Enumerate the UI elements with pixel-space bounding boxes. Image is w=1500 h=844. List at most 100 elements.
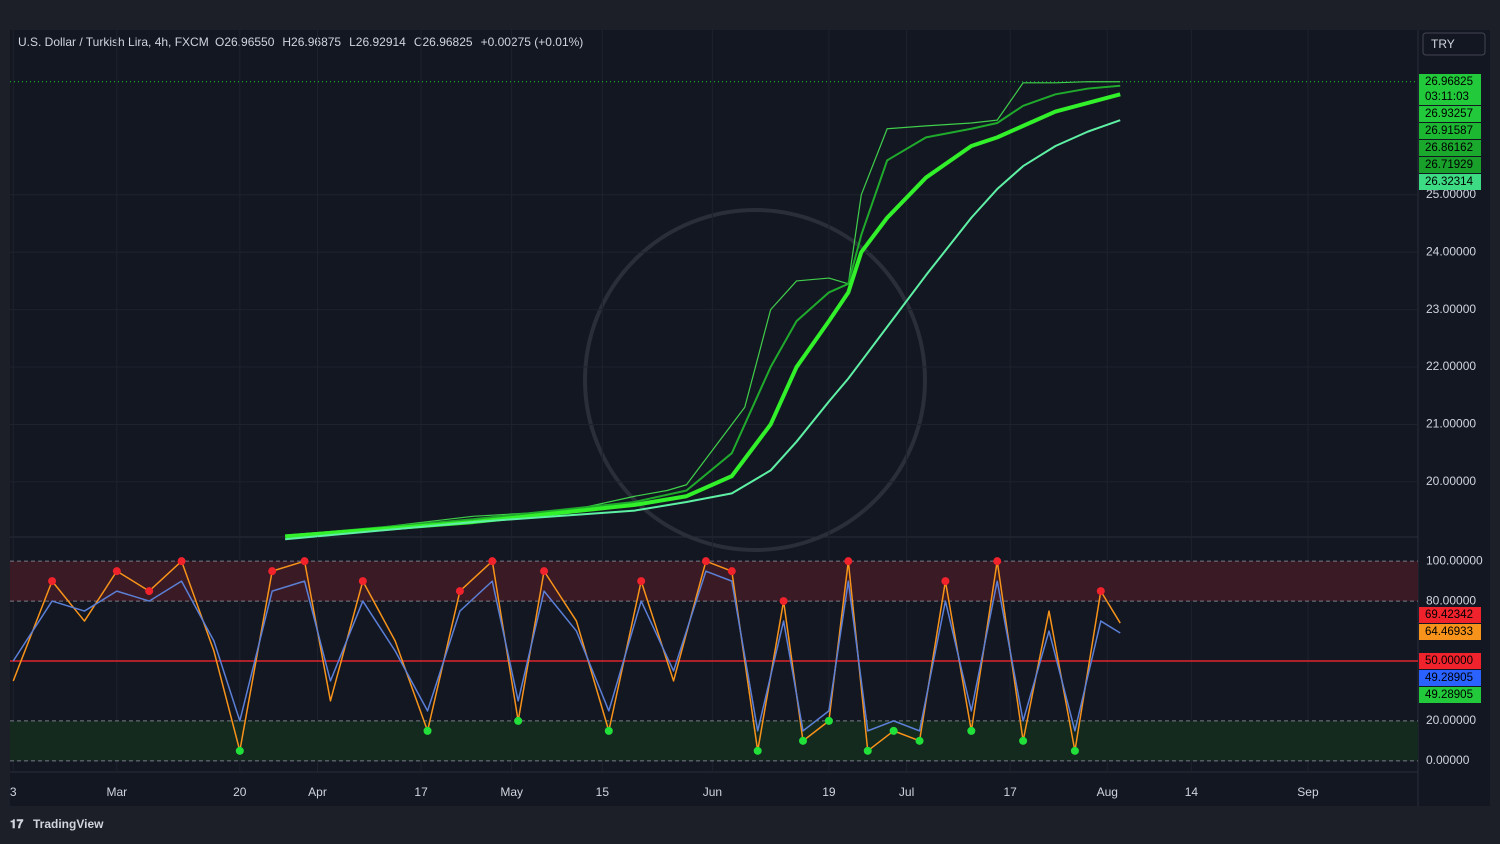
y-tick-label: 25.00000: [1426, 187, 1476, 201]
x-tick-label: Jul: [899, 785, 914, 799]
countdown-tag-bg: [1419, 89, 1481, 105]
signal-dot: [863, 746, 872, 755]
x-tick-label: Jun: [703, 785, 722, 799]
signal-dot: [727, 567, 736, 576]
signal-dot: [1019, 736, 1028, 745]
value-tag-bg: [1419, 607, 1481, 623]
signal-dot: [48, 577, 57, 586]
signal-dot: [779, 597, 788, 606]
signal-dot: [941, 577, 950, 586]
price-tag: 26.96825: [1425, 76, 1473, 88]
x-tick-label: 15: [596, 785, 610, 799]
ohlc-value: L26.92914: [349, 35, 406, 49]
x-tick-label: Aug: [1097, 785, 1118, 799]
x-tick-label: May: [500, 785, 523, 799]
y-tick-label: 0.00000: [1426, 753, 1470, 767]
value-tag-bg: [1419, 624, 1481, 640]
signal-dot: [604, 726, 613, 735]
ma-tag-bg: [1419, 123, 1481, 139]
signal-dot: [1096, 587, 1105, 596]
countdown-tag: 03:11:03: [1425, 91, 1469, 103]
y-tick-label: 80.00000: [1426, 593, 1476, 607]
chart-bg: [10, 30, 1490, 806]
signal-dot: [701, 557, 710, 566]
symbol: U.S. Dollar / Turkish Lira, 4h, FXCM: [18, 35, 209, 49]
x-tick-label: Sep: [1297, 785, 1319, 799]
ohlc-value: O26.96550: [215, 35, 275, 49]
signal-dot: [177, 557, 186, 566]
signal-dot: [488, 557, 497, 566]
ma-tag-bg: [1419, 106, 1481, 122]
ma-tag: 26.91587: [1425, 125, 1473, 137]
x-tick-label: 19: [822, 785, 836, 799]
signal-dot: [1070, 746, 1079, 755]
ma-tag-bg: [1419, 174, 1481, 190]
x-tick-label: 3: [10, 785, 17, 799]
value-tag: 50.00000: [1425, 655, 1473, 667]
watermark: [583, 208, 927, 552]
x-tick-label: 17: [1003, 785, 1017, 799]
ma-tag: 26.93257: [1425, 108, 1473, 120]
x-tick-label: 14: [1185, 785, 1199, 799]
y-tick-label: 23.00000: [1426, 302, 1476, 316]
zone: [10, 561, 1418, 602]
x-tick-label: Mar: [106, 785, 127, 799]
value-tag: 69.42342: [1425, 609, 1473, 621]
signal-dot: [145, 587, 154, 596]
brand: TradingView: [33, 817, 104, 831]
x-tick-label: 17: [414, 785, 428, 799]
y-tick-label: 21.00000: [1426, 417, 1476, 431]
signal-dot: [455, 587, 464, 596]
value-tag: 49.28905: [1425, 689, 1473, 701]
signal-dot: [889, 726, 898, 735]
zone: [10, 720, 1418, 761]
ma-tag: 26.32314: [1425, 176, 1474, 188]
ma-tag: 26.71929: [1425, 159, 1473, 171]
series-line: [285, 81, 1121, 536]
signal-dot: [799, 736, 808, 745]
currency-box[interactable]: [1422, 32, 1486, 56]
signal-dot: [112, 567, 121, 576]
series-line: [284, 92, 1121, 539]
y-tick-label: 100.00000: [1426, 553, 1483, 567]
ohlc-value: +0.00275 (+0.01%): [481, 35, 584, 49]
y-tick-label: 20.00000: [1426, 713, 1476, 727]
series-line: [285, 84, 1121, 537]
value-tag-bg: [1419, 653, 1481, 669]
ma-tag-bg: [1419, 140, 1481, 156]
signal-dot: [514, 716, 523, 725]
value-tag: 64.46933: [1425, 626, 1473, 638]
signal-dot: [235, 746, 244, 755]
value-tag: 49.28905: [1425, 672, 1473, 684]
ohlc-value: C26.96825: [414, 35, 473, 49]
signal-dot: [540, 567, 549, 576]
y-tick-label: 22.00000: [1426, 359, 1476, 373]
x-tick-label: Apr: [308, 785, 327, 799]
series-line: [285, 119, 1121, 541]
signal-dot: [967, 726, 976, 735]
signal-dot: [844, 557, 853, 566]
signal-dot: [915, 736, 924, 745]
currency[interactable]: TRY: [1431, 37, 1455, 51]
signal-dot: [268, 567, 277, 576]
ma-tag-bg: [1419, 157, 1481, 173]
signal-dot: [423, 726, 432, 735]
ma-tag: 26.86162: [1425, 142, 1473, 154]
y-tick-label: 24.00000: [1426, 244, 1476, 258]
value-tag-bg: [1419, 670, 1481, 686]
signal-dot: [300, 557, 309, 566]
value-tag-bg: [1419, 687, 1481, 703]
x-tick-label: 20: [233, 785, 247, 799]
signal-dot: [753, 746, 762, 755]
signal-dot: [824, 716, 833, 725]
series-line: [12, 570, 1121, 732]
signal-dot: [993, 557, 1002, 566]
brand-logo: 𝟏𝟕: [10, 817, 24, 831]
price-tag-bg: [1419, 74, 1481, 90]
signal-dot: [358, 577, 367, 586]
y-tick-label: 20.00000: [1426, 474, 1476, 488]
ohlc-value: H26.96875: [282, 35, 341, 49]
signal-dot: [637, 577, 646, 586]
